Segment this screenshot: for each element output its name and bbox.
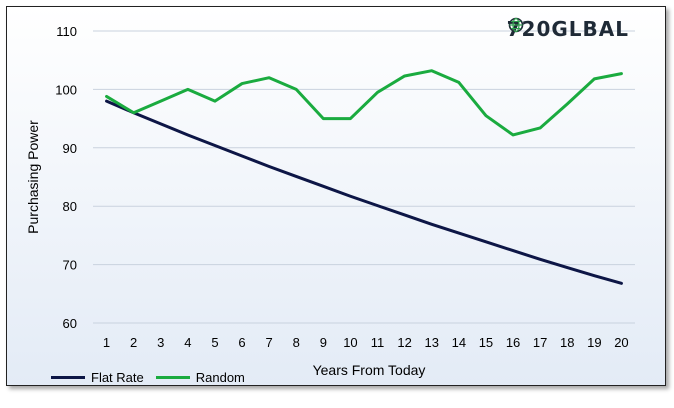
legend-label-flat-rate: Flat Rate bbox=[91, 370, 144, 385]
x-tick-label-4: 4 bbox=[184, 335, 191, 350]
brand-text-suffix: BAL bbox=[582, 17, 629, 41]
y-tick-label-60: 60 bbox=[63, 316, 77, 331]
y-tick-label-100: 100 bbox=[55, 82, 77, 97]
chart-legend: Flat Rate Random bbox=[51, 370, 245, 385]
x-tick-label-20: 20 bbox=[614, 335, 628, 350]
x-tick-label-6: 6 bbox=[238, 335, 245, 350]
brand-logo: 720GL BAL bbox=[507, 17, 629, 41]
y-axis-label: Purchasing Power bbox=[25, 120, 41, 234]
y-tick-label-80: 80 bbox=[63, 199, 77, 214]
series-line-flat-rate bbox=[105, 99, 623, 285]
chart-background bbox=[7, 7, 665, 385]
x-tick-label-14: 14 bbox=[452, 335, 466, 350]
x-tick-label-1: 1 bbox=[103, 335, 110, 350]
legend-item-flat-rate: Flat Rate bbox=[51, 370, 144, 385]
x-tick-label-17: 17 bbox=[533, 335, 547, 350]
x-tick-label-19: 19 bbox=[587, 335, 601, 350]
x-tick-label-18: 18 bbox=[560, 335, 574, 350]
x-axis-label: Years From Today bbox=[312, 362, 426, 378]
x-tick-label-16: 16 bbox=[506, 335, 520, 350]
legend-label-random: Random bbox=[195, 370, 245, 385]
x-tick-label-12: 12 bbox=[397, 335, 411, 350]
legend-item-random: Random bbox=[155, 370, 245, 385]
x-tick-label-7: 7 bbox=[266, 335, 273, 350]
y-tick-label-110: 110 bbox=[56, 24, 77, 39]
y-tick-label-90: 90 bbox=[63, 141, 77, 156]
x-tick-label-13: 13 bbox=[425, 335, 439, 350]
x-tick-label-15: 15 bbox=[479, 335, 493, 350]
x-tick-label-3: 3 bbox=[157, 335, 164, 350]
x-tick-label-10: 10 bbox=[343, 335, 357, 350]
x-tick-label-9: 9 bbox=[320, 335, 327, 350]
x-tick-label-2: 2 bbox=[130, 335, 137, 350]
legend-swatch-flat-rate bbox=[51, 376, 85, 379]
y-tick-label-70: 70 bbox=[63, 258, 77, 273]
x-tick-label-11: 11 bbox=[371, 335, 385, 350]
chart-frame: 60 70 80 90 100 110 1 2 3 4 5 6 7 8 9 10 11 12 13 14 15 16 17 1… bbox=[6, 6, 666, 386]
series-line-random bbox=[105, 69, 623, 137]
legend-swatch-random bbox=[155, 376, 190, 379]
x-tick-label-8: 8 bbox=[293, 335, 300, 350]
x-tick-label-5: 5 bbox=[211, 335, 218, 350]
globe-icon bbox=[508, 17, 523, 33]
